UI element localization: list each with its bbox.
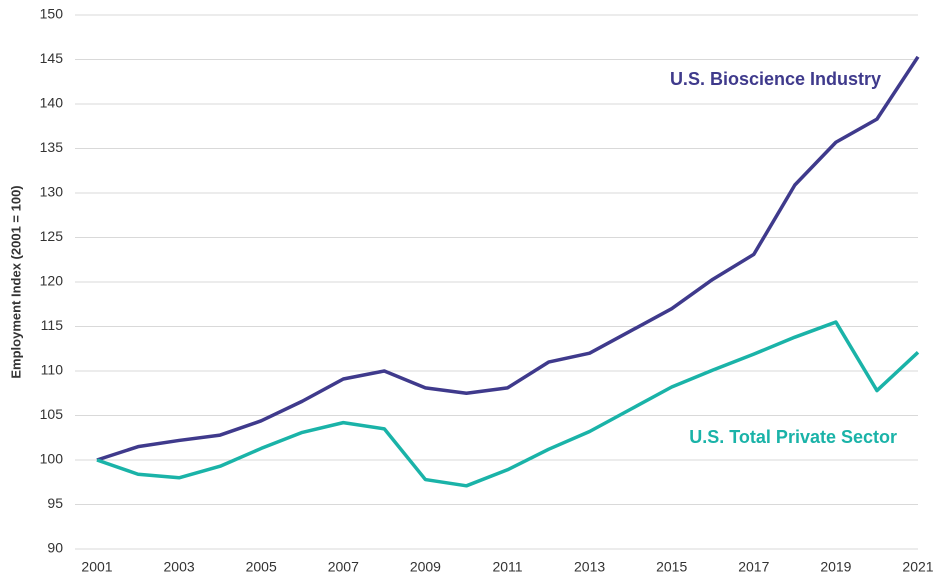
x-tick-label: 2003	[164, 559, 195, 575]
x-tick-label: 2021	[902, 559, 933, 575]
y-tick-label: 95	[47, 495, 63, 511]
x-tick-label: 2013	[574, 559, 605, 575]
x-tick-label: 2007	[328, 559, 359, 575]
y-tick-label: 125	[40, 228, 64, 244]
y-tick-label: 140	[40, 95, 64, 111]
y-tick-label: 120	[40, 273, 64, 289]
x-tick-label: 2009	[410, 559, 441, 575]
series-line	[96, 320, 920, 488]
x-tick-label: 2001	[81, 559, 112, 575]
x-tick-label: 2017	[738, 559, 769, 575]
y-tick-label: 90	[47, 540, 63, 556]
series-label: U.S. Bioscience Industry	[670, 69, 881, 89]
series-label: U.S. Total Private Sector	[689, 427, 897, 447]
x-tick-label: 2005	[246, 559, 277, 575]
y-tick-label: 135	[40, 139, 64, 155]
y-tick-label: 145	[40, 50, 64, 66]
y-tick-label: 150	[40, 6, 64, 22]
x-tick-label: 2015	[656, 559, 687, 575]
x-tick-label: 2011	[492, 559, 522, 575]
y-tick-label: 105	[40, 406, 64, 422]
y-tick-label: 115	[41, 317, 64, 333]
y-tick-label: 130	[40, 184, 64, 200]
x-tick-label: 2019	[820, 559, 851, 575]
y-axis-label: Employment Index (2001 = 100)	[8, 185, 23, 378]
y-tick-label: 110	[41, 362, 64, 378]
series-line	[96, 55, 920, 462]
y-tick-label: 100	[40, 451, 64, 467]
